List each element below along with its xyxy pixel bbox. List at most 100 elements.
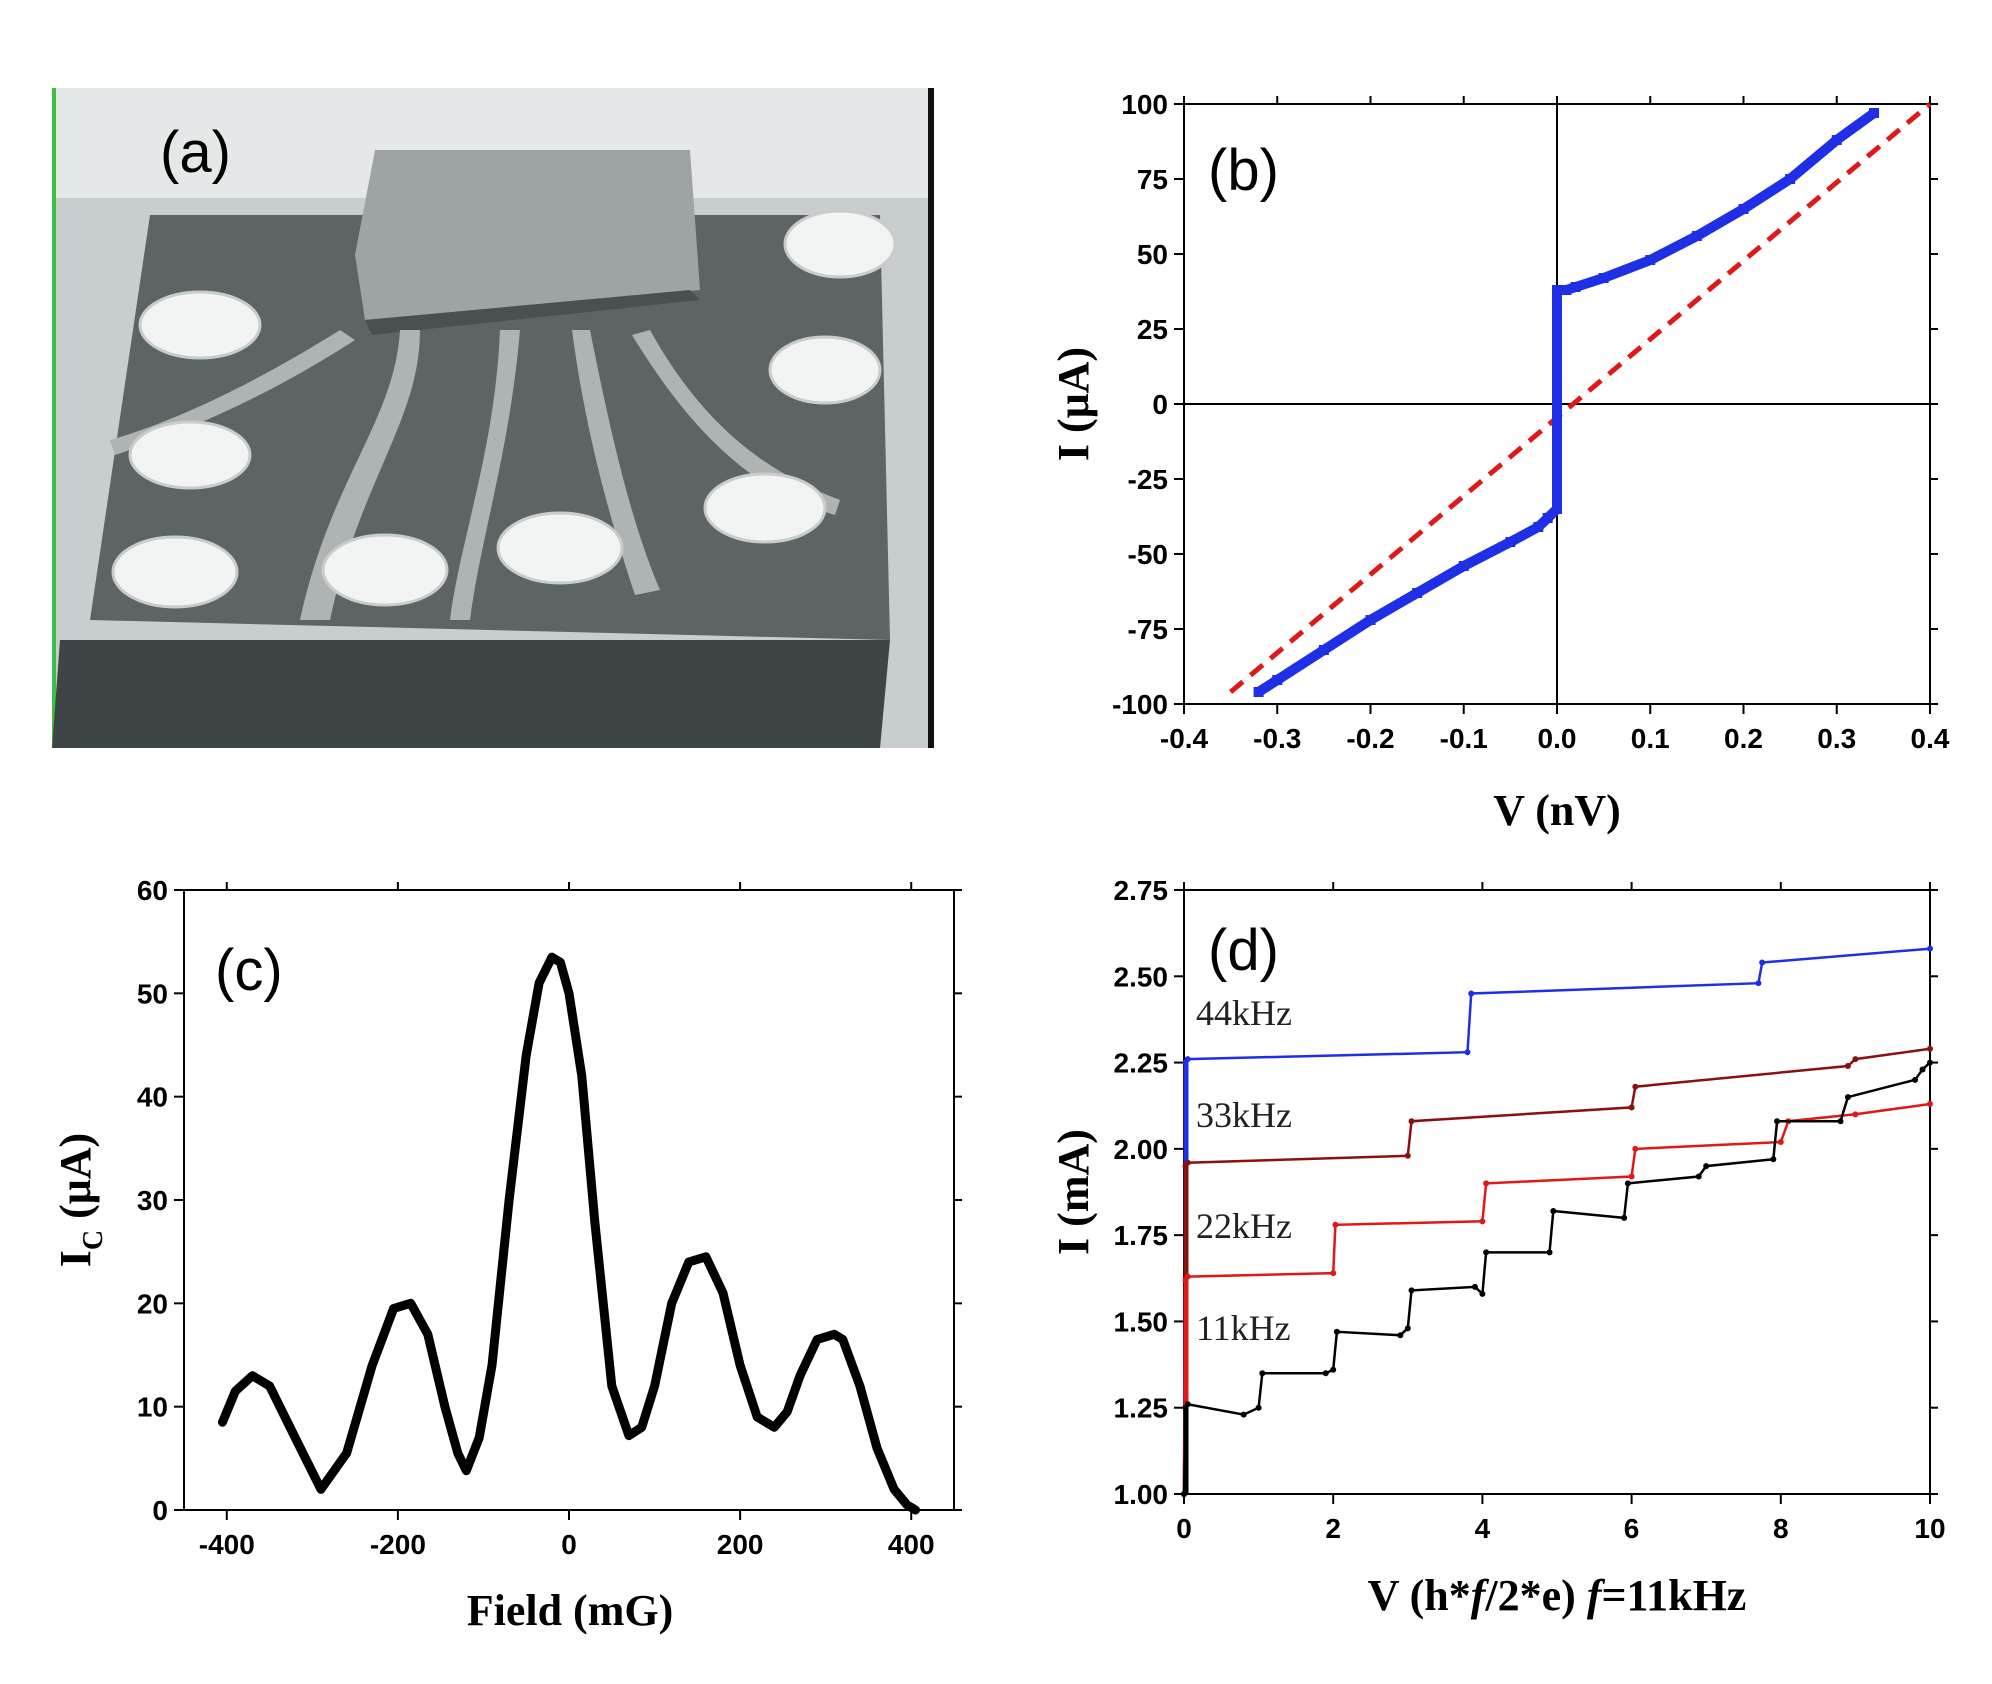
series-line-11kHz [1182, 1061, 1931, 1495]
data-point [1404, 1152, 1411, 1159]
x-tick-label: 0.4 [1911, 723, 1950, 754]
y-tick-label: 100 [1121, 89, 1168, 120]
chart-panel-d: (d) V (h*f/2*e) f=11kHz I (mA) 0 2 4 6 8 10 2.… [1049, 875, 1946, 1620]
data-point [1927, 1045, 1933, 1052]
x-tick-label: -0.3 [1253, 723, 1301, 754]
panel-label-b: (b) [1208, 138, 1279, 203]
data-point [1552, 414, 1562, 424]
data-point [1550, 1207, 1557, 1214]
y-tick-label: 20 [137, 1288, 168, 1319]
data-point [1632, 1145, 1639, 1152]
data-point [1703, 1163, 1710, 1170]
panel-label-a: (a) [160, 120, 231, 185]
data-point [1184, 1401, 1191, 1408]
data-point [1561, 285, 1572, 295]
y-tick-label: 2.00 [1114, 1134, 1169, 1165]
data-point [1468, 990, 1475, 997]
data-point [1624, 1180, 1631, 1187]
data-point [1785, 174, 1796, 184]
x-tick-label: 0.0 [1538, 723, 1577, 754]
y-tick-label: 1.00 [1114, 1479, 1169, 1510]
y-tick-label: 50 [137, 978, 168, 1009]
data-point [1408, 1287, 1415, 1294]
data-point [1919, 1066, 1926, 1073]
data-point [1458, 561, 1469, 571]
x-tick-label: 2 [1325, 1513, 1341, 1544]
series-line-blue [1255, 108, 1877, 697]
data-point [1777, 1138, 1784, 1145]
data-point [1184, 1056, 1191, 1063]
chart-panel-b: (b) V (nV) I (μA) -0.4 -0.3 -0.2 -0.1 0.0 0.1… [1049, 89, 1950, 835]
data-point [1255, 1404, 1262, 1411]
data-point [1927, 945, 1933, 952]
data-point [1552, 324, 1562, 334]
data-point [1552, 459, 1562, 469]
data-point [1837, 1118, 1844, 1125]
x-tick-label: 0 [1176, 1513, 1192, 1544]
y-tick-label: 60 [137, 875, 168, 906]
y-tick-label: -25 [1128, 464, 1168, 495]
series-label-22kHz: 22kHz [1196, 1206, 1292, 1246]
data-point [1552, 504, 1562, 514]
data-point [1695, 1173, 1702, 1180]
data-point [1542, 513, 1553, 523]
data-point [1632, 1083, 1639, 1090]
x-tick-label: -0.2 [1346, 723, 1394, 754]
data-point [1505, 537, 1516, 547]
y-axis-label-d: I (mA) [1049, 1129, 1098, 1255]
x-axis-label-b: V (nV) [1493, 786, 1621, 835]
y-axis-label-b: I (μA) [1049, 347, 1098, 461]
x-axis-label-c: Field (mG) [467, 1586, 674, 1635]
y-tick-label: 1.25 [1114, 1393, 1169, 1424]
data-point [1759, 959, 1766, 966]
x-axis-label-d: V (h*f/2*e) f=11kHz [1368, 1571, 1747, 1620]
data-point [1464, 1049, 1471, 1056]
data-point [1770, 1156, 1777, 1163]
data-point [1483, 1249, 1490, 1256]
data-point [1272, 675, 1283, 685]
x-tick-label: -200 [370, 1529, 426, 1560]
y-tick-label: 2.75 [1114, 875, 1169, 906]
y-tick-label: 0 [1152, 389, 1168, 420]
data-point [1333, 1328, 1340, 1335]
y-tick-label: 30 [137, 1185, 168, 1216]
data-point [1628, 1104, 1635, 1111]
data-point [1774, 1118, 1781, 1125]
y-tick-label: 10 [137, 1392, 168, 1423]
data-point [1330, 1366, 1337, 1373]
data-point [1927, 1100, 1933, 1107]
y-tick-label: 1.75 [1114, 1220, 1169, 1251]
data-point [1184, 1273, 1191, 1280]
series-line-33kHz [1182, 1047, 1931, 1495]
plot-frame-d [1183, 889, 1931, 1495]
data-point [1479, 1218, 1486, 1225]
data-point [1259, 1370, 1266, 1377]
panel-label-c: (c) [215, 938, 283, 1003]
data-point [1570, 282, 1581, 292]
data-point [1552, 369, 1562, 379]
y-tick-label: -50 [1128, 539, 1168, 570]
data-point [1691, 231, 1702, 241]
data-point [1365, 615, 1376, 625]
y-tick-label: -100 [1112, 689, 1168, 720]
data-point [1546, 1249, 1553, 1256]
data-point [1412, 588, 1423, 598]
y-tick-label: 75 [1137, 164, 1168, 195]
data-point [1318, 645, 1329, 655]
x-tick-label: -400 [199, 1529, 255, 1560]
data-point [1483, 1180, 1490, 1187]
series-line-red-dashed [1228, 102, 1932, 694]
series-line-44kHz [1182, 947, 1931, 1495]
photo-panel-a: (a) [52, 88, 934, 748]
data-point [1552, 285, 1562, 295]
data-point [1844, 1063, 1851, 1070]
data-point [1755, 980, 1762, 987]
data-point [1240, 1411, 1247, 1418]
x-tick-label: 6 [1624, 1513, 1640, 1544]
data-point [1471, 1283, 1478, 1290]
y-tick-label: -75 [1128, 614, 1168, 645]
data-point [1852, 1111, 1859, 1118]
x-tick-label: 0.1 [1631, 723, 1670, 754]
y-tick-label: 2.25 [1114, 1048, 1169, 1079]
